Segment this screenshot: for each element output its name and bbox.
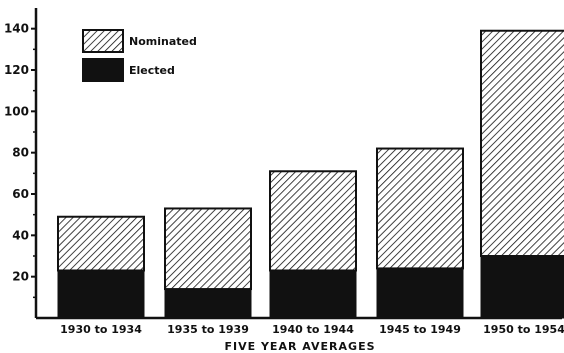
y-tick-label: 20 [12, 270, 29, 284]
bar-nominated [269, 170, 357, 272]
bar-nominated [480, 29, 564, 257]
bar-nominated [164, 207, 252, 291]
x-category-label: 1945 to 1949 [379, 323, 461, 336]
x-category-label: 1935 to 1939 [167, 323, 249, 336]
legend-swatch-elected [82, 58, 124, 82]
y-tick-label: 120 [4, 63, 29, 77]
y-tick-label: 140 [4, 22, 29, 36]
y-tick-label: 80 [12, 146, 29, 160]
legend-swatch-nominated [82, 29, 124, 53]
bar-nominated [57, 215, 145, 272]
x-category-label: 1950 to 1954 [483, 323, 564, 336]
legend-label-nominated: Nominated [129, 35, 197, 48]
x-category-label: 1930 to 1934 [60, 323, 142, 336]
bar-nominated [376, 147, 464, 270]
bar-elected [480, 255, 564, 319]
bar-elected [376, 267, 464, 319]
x-category-label: 1940 to 1944 [272, 323, 354, 336]
y-tick-label: 100 [4, 104, 29, 118]
bar-elected [57, 269, 145, 319]
y-tick-label: 60 [12, 187, 29, 201]
x-axis-title: FIVE YEAR AVERAGES [225, 340, 376, 353]
bar-elected [269, 269, 357, 319]
bar-elected [164, 288, 252, 319]
legend-label-elected: Elected [129, 64, 175, 77]
y-tick-label: 40 [12, 228, 29, 242]
